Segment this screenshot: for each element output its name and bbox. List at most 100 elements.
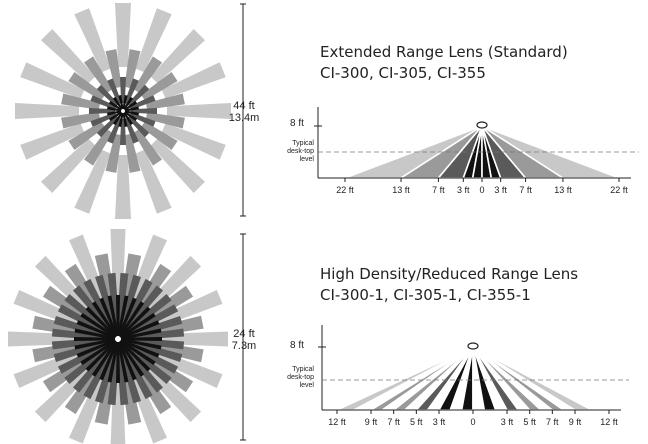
extended-range-ray — [108, 111, 122, 122]
high-density-ray — [34, 255, 100, 321]
extended-range-ray — [145, 112, 185, 129]
high-density-ray — [119, 340, 151, 372]
distance-tick-label: 0 — [479, 185, 485, 195]
high-density-ray — [53, 316, 106, 338]
desk-label-line: desk-top — [287, 374, 314, 381]
distance-tick-label: 7 ft — [546, 417, 559, 427]
extended-range-ray — [141, 121, 178, 150]
distance-tick-label: 12 ft — [328, 417, 346, 427]
high-density-ray — [116, 295, 120, 336]
sensor-icon — [476, 121, 488, 129]
extended-range-ray — [68, 121, 105, 150]
extended-range-ray — [108, 100, 122, 111]
distance-tick-label: 7 ft — [519, 185, 532, 195]
high-density-ray — [107, 341, 119, 383]
high-density-ray — [120, 320, 160, 339]
extended-range-ray — [74, 149, 111, 214]
extended-range-ray — [129, 112, 156, 127]
extended-range-ray — [90, 112, 117, 127]
high-density-ray — [117, 272, 129, 326]
high-density-ray — [76, 339, 116, 358]
high-density-ray — [99, 341, 118, 381]
high-density-ray — [121, 337, 162, 341]
high-density-ray — [129, 343, 179, 374]
distance-tick-label: 22 ft — [610, 185, 628, 195]
high-density-coverage: 24 ft 7.3m — [222, 328, 266, 352]
extended-range-ray — [123, 112, 134, 126]
high-density-ray — [76, 320, 116, 339]
distance-tick-label: 3 ft — [457, 185, 470, 195]
extended-range-ray — [124, 106, 139, 112]
high-density-ray — [73, 348, 111, 393]
desk-label-line: level — [299, 156, 314, 163]
extended-range-ray — [107, 78, 122, 105]
high-density-ray — [118, 340, 145, 377]
distance-tick-label: 22 ft — [336, 185, 354, 195]
high-density-ray — [57, 304, 107, 335]
high-density-title: High Density/Reduced Range Lens — [320, 265, 579, 283]
high-density-ray — [95, 274, 117, 327]
high-density-ray — [74, 337, 115, 341]
extended-range-ray — [124, 117, 139, 144]
extended-range-ray — [127, 84, 150, 107]
distance-tick-label: 5 ft — [410, 417, 423, 427]
high-density-ray — [129, 304, 179, 335]
extended-range-ray — [133, 56, 162, 93]
distance-tick-label: 9 ft — [364, 417, 378, 427]
high-density-ray — [85, 306, 117, 338]
high-density-ray — [34, 357, 100, 423]
high-density-desk-label: Typical desk-top level — [274, 366, 314, 390]
extended-range-ray — [96, 84, 119, 107]
extended-range-ray — [115, 3, 131, 67]
high-density-side-view — [318, 325, 629, 414]
high-density-ray — [125, 234, 167, 313]
high-density-ray — [64, 294, 109, 332]
high-density-ray — [119, 306, 151, 338]
high-density-ray — [125, 285, 163, 330]
high-density-ray — [122, 350, 153, 400]
extended-range-ray — [105, 49, 122, 89]
extended-range-ray — [135, 149, 172, 214]
distance-tick-label: 12 ft — [600, 417, 618, 427]
high-density-ray — [107, 352, 119, 406]
high-density-models: CI-300-1, CI-305-1, CI-355-1 — [320, 286, 531, 304]
sensor-icon — [467, 342, 479, 350]
distance-tick-label: 7 ft — [387, 417, 400, 427]
extended-range-ray — [127, 115, 150, 138]
high-density-ray — [64, 346, 109, 384]
extended-range-ray — [118, 112, 124, 127]
high-density-ray — [116, 342, 120, 383]
high-density-ray — [117, 295, 129, 337]
high-density-ray — [53, 340, 106, 362]
extended-range-side-view — [314, 107, 639, 182]
high-density-ray — [120, 338, 162, 350]
extended-range-dimension-line — [240, 3, 246, 217]
extended-range-models: CI-300, CI-305, CI-355 — [320, 64, 486, 82]
high-density-dimension-line — [240, 233, 246, 441]
high-density-ray — [117, 341, 129, 383]
distance-tick-label: 5 ft — [523, 417, 536, 427]
extended-range-desk-label: Typical desk-top level — [274, 140, 314, 164]
high-density-ray — [80, 339, 117, 366]
extended-range-ray — [124, 49, 141, 89]
extended-range-ray — [124, 111, 138, 122]
distance-tick-label: 7 ft — [432, 185, 445, 195]
high-density-ray — [119, 339, 156, 366]
extended-range-coverage: 44 ft 13.4m — [222, 100, 266, 124]
high-density-ray — [69, 234, 111, 313]
distance-tick-label: 3 ft — [500, 417, 514, 427]
extended-range-height-label: 8 ft — [290, 118, 304, 129]
distance-tick-label: 9 ft — [568, 417, 582, 427]
distance-tick-label: 13 ft — [554, 185, 572, 195]
high-density-ray — [144, 290, 223, 332]
high-density-ray — [69, 365, 111, 444]
high-density-ray — [99, 297, 118, 337]
distance-tick-label: 13 ft — [392, 185, 410, 195]
extended-range-ray — [15, 103, 79, 119]
extended-range-ray — [105, 133, 122, 173]
high-density-ray — [127, 294, 172, 332]
coverage-meters: 13.4m — [228, 112, 260, 124]
extended-range-ray — [161, 62, 226, 99]
extended-range-ray — [61, 93, 101, 110]
